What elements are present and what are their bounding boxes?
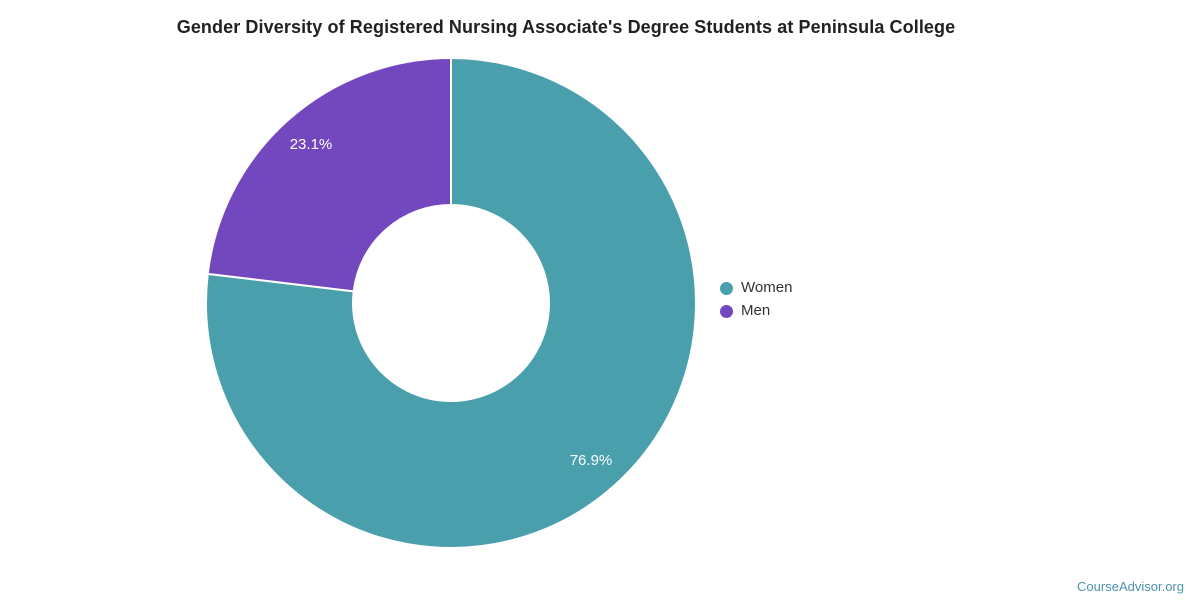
chart-legend: Women Men (720, 279, 792, 320)
chart-title: Gender Diversity of Registered Nursing A… (176, 17, 956, 37)
legend-item-men[interactable]: Men (720, 302, 792, 320)
pie-slice-women (205, 57, 697, 549)
watermark-link[interactable]: CourseAdvisor.org (1077, 579, 1184, 594)
legend-label-men: Men (741, 302, 771, 319)
pie-slice-men (206, 57, 452, 293)
slice-label-women: 76.9% (570, 452, 613, 469)
legend-swatch-men-icon (720, 304, 733, 318)
legend-label-women: Women (741, 279, 793, 296)
legend-item-women[interactable]: Women (720, 279, 792, 297)
legend-swatch-women-icon (720, 281, 733, 295)
slice-label-men: 23.1% (290, 136, 333, 153)
